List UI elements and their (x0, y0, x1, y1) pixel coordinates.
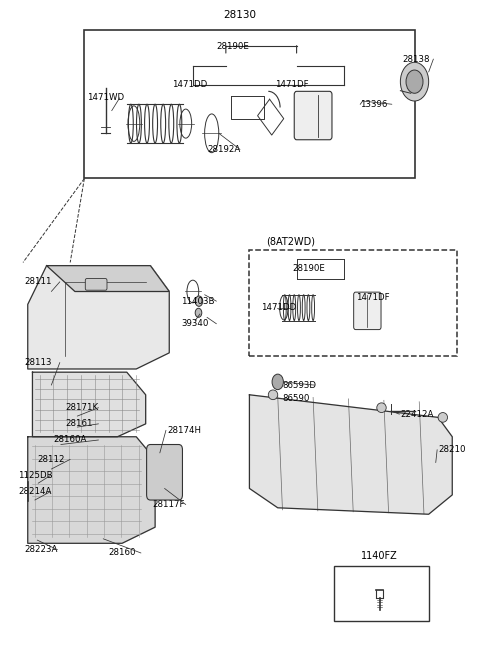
Ellipse shape (438, 413, 447, 422)
Text: 28113: 28113 (24, 358, 51, 367)
Text: 28210: 28210 (438, 445, 466, 454)
Ellipse shape (268, 390, 278, 400)
Text: 1471DD: 1471DD (172, 80, 207, 90)
Text: 39340: 39340 (181, 319, 208, 328)
Text: 1471WD: 1471WD (87, 94, 124, 102)
Text: 86593D: 86593D (282, 381, 316, 390)
Circle shape (406, 70, 423, 94)
FancyBboxPatch shape (146, 445, 182, 500)
Circle shape (195, 308, 202, 317)
Text: 22412A: 22412A (400, 409, 434, 419)
Text: 28117F: 28117F (153, 500, 185, 509)
Polygon shape (33, 372, 145, 437)
Polygon shape (47, 266, 169, 292)
FancyBboxPatch shape (354, 292, 381, 330)
Text: 1125DB: 1125DB (18, 471, 53, 480)
Text: 28223A: 28223A (24, 545, 57, 554)
Bar (335, 566, 429, 621)
Circle shape (400, 62, 429, 101)
Text: 28174H: 28174H (167, 426, 201, 435)
FancyBboxPatch shape (85, 279, 107, 290)
Text: 1471DD: 1471DD (261, 303, 297, 312)
Text: 28138: 28138 (403, 54, 430, 63)
Text: 13396: 13396 (360, 100, 388, 109)
Text: 1140FZ: 1140FZ (361, 551, 397, 560)
Polygon shape (28, 266, 169, 369)
Text: 28111: 28111 (24, 277, 51, 286)
Text: 28160A: 28160A (54, 436, 87, 445)
Ellipse shape (377, 403, 386, 413)
Text: 28171K: 28171K (65, 404, 98, 412)
Text: 28190E: 28190E (216, 42, 250, 50)
Circle shape (195, 296, 203, 306)
Text: 1471DF: 1471DF (356, 294, 389, 302)
Text: (8AT2WD): (8AT2WD) (266, 236, 315, 247)
Text: 28190E: 28190E (292, 264, 325, 273)
Text: 28130: 28130 (224, 10, 256, 20)
Text: 11403B: 11403B (181, 297, 215, 305)
Text: 86590: 86590 (282, 394, 310, 402)
Text: 28214A: 28214A (18, 487, 52, 496)
Text: 28112: 28112 (37, 455, 65, 464)
Bar (84, 30, 415, 179)
Text: 28160: 28160 (108, 549, 135, 557)
Polygon shape (250, 395, 452, 514)
Text: 28161: 28161 (65, 419, 93, 428)
Bar (250, 250, 457, 356)
Text: 28192A: 28192A (207, 145, 240, 154)
Circle shape (272, 374, 283, 390)
FancyBboxPatch shape (294, 92, 332, 140)
Polygon shape (28, 437, 155, 543)
Text: 1471DF: 1471DF (276, 80, 309, 90)
